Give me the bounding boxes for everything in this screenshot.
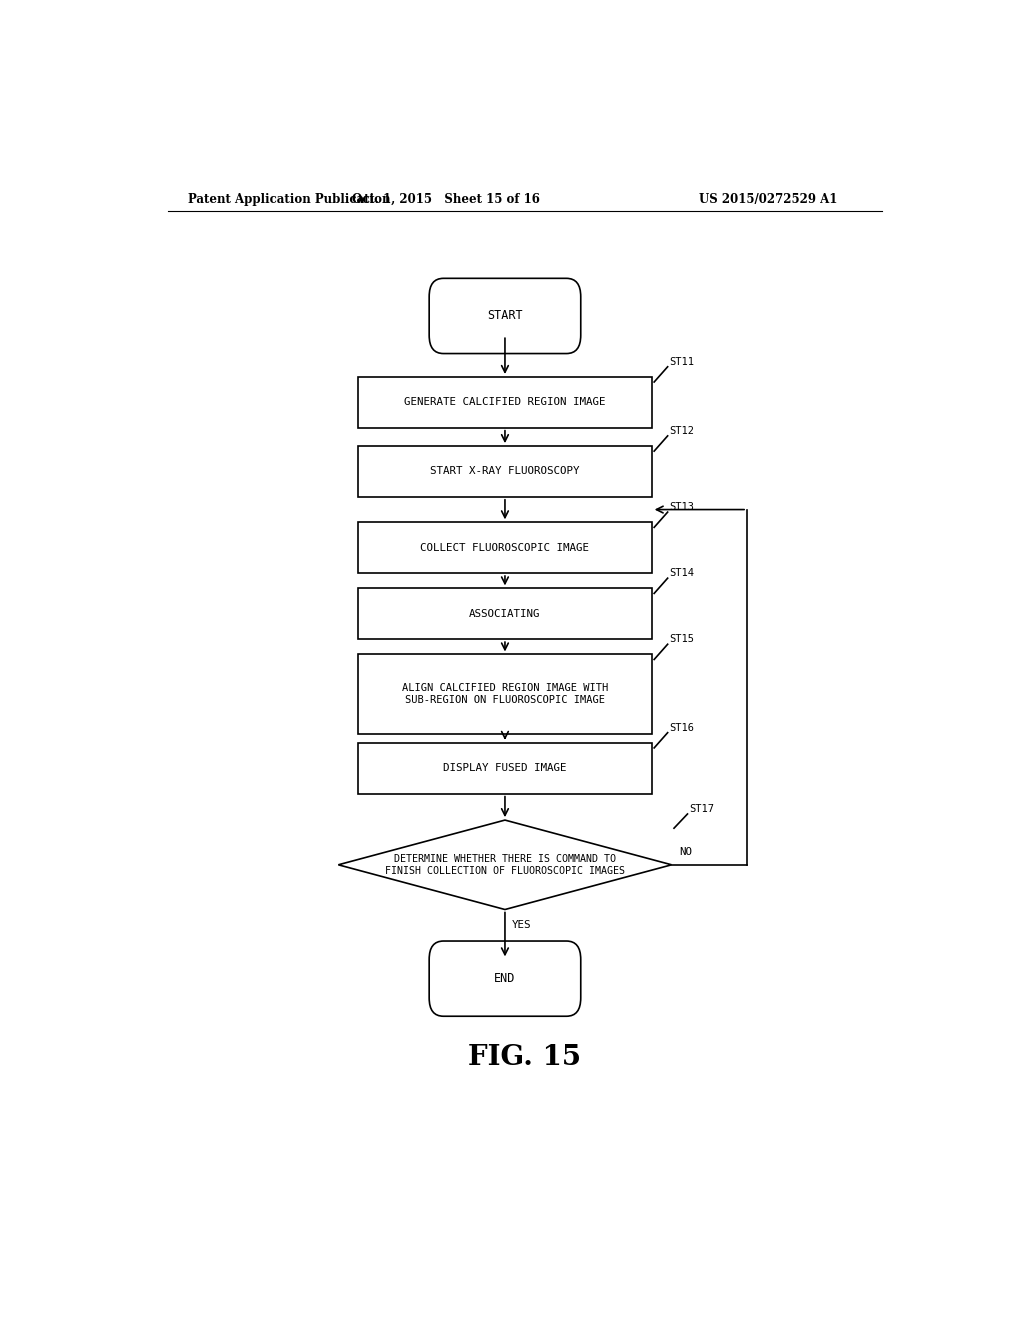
FancyBboxPatch shape — [358, 743, 651, 793]
Text: DETERMINE WHETHER THERE IS COMMAND TO
FINISH COLLECTION OF FLUOROSCOPIC IMAGES: DETERMINE WHETHER THERE IS COMMAND TO FI… — [385, 854, 625, 875]
Text: END: END — [495, 972, 516, 985]
Text: START: START — [487, 309, 523, 322]
Text: GENERATE CALCIFIED REGION IMAGE: GENERATE CALCIFIED REGION IMAGE — [404, 397, 606, 408]
Text: COLLECT FLUOROSCOPIC IMAGE: COLLECT FLUOROSCOPIC IMAGE — [421, 543, 590, 553]
FancyBboxPatch shape — [358, 378, 651, 428]
Text: ALIGN CALCIFIED REGION IMAGE WITH
SUB-REGION ON FLUOROSCOPIC IMAGE: ALIGN CALCIFIED REGION IMAGE WITH SUB-RE… — [401, 684, 608, 705]
Text: ST17: ST17 — [689, 804, 714, 814]
Text: US 2015/0272529 A1: US 2015/0272529 A1 — [699, 193, 838, 206]
Text: ASSOCIATING: ASSOCIATING — [469, 609, 541, 619]
Text: ST14: ST14 — [670, 568, 694, 578]
FancyBboxPatch shape — [358, 446, 651, 496]
Text: START X-RAY FLUOROSCOPY: START X-RAY FLUOROSCOPY — [430, 466, 580, 477]
Text: FIG. 15: FIG. 15 — [468, 1044, 582, 1072]
Text: ST15: ST15 — [670, 634, 694, 644]
Text: DISPLAY FUSED IMAGE: DISPLAY FUSED IMAGE — [443, 763, 566, 774]
Text: NO: NO — [680, 846, 692, 857]
FancyBboxPatch shape — [358, 589, 651, 639]
Text: ST16: ST16 — [670, 722, 694, 733]
Polygon shape — [338, 820, 672, 909]
Text: ST12: ST12 — [670, 426, 694, 436]
Text: YES: YES — [511, 920, 530, 929]
Text: ST13: ST13 — [670, 502, 694, 512]
FancyBboxPatch shape — [358, 655, 651, 734]
FancyBboxPatch shape — [429, 941, 581, 1016]
Text: Patent Application Publication: Patent Application Publication — [187, 193, 390, 206]
FancyBboxPatch shape — [358, 523, 651, 573]
FancyBboxPatch shape — [429, 279, 581, 354]
Text: ST11: ST11 — [670, 356, 694, 367]
Text: Oct. 1, 2015   Sheet 15 of 16: Oct. 1, 2015 Sheet 15 of 16 — [351, 193, 540, 206]
